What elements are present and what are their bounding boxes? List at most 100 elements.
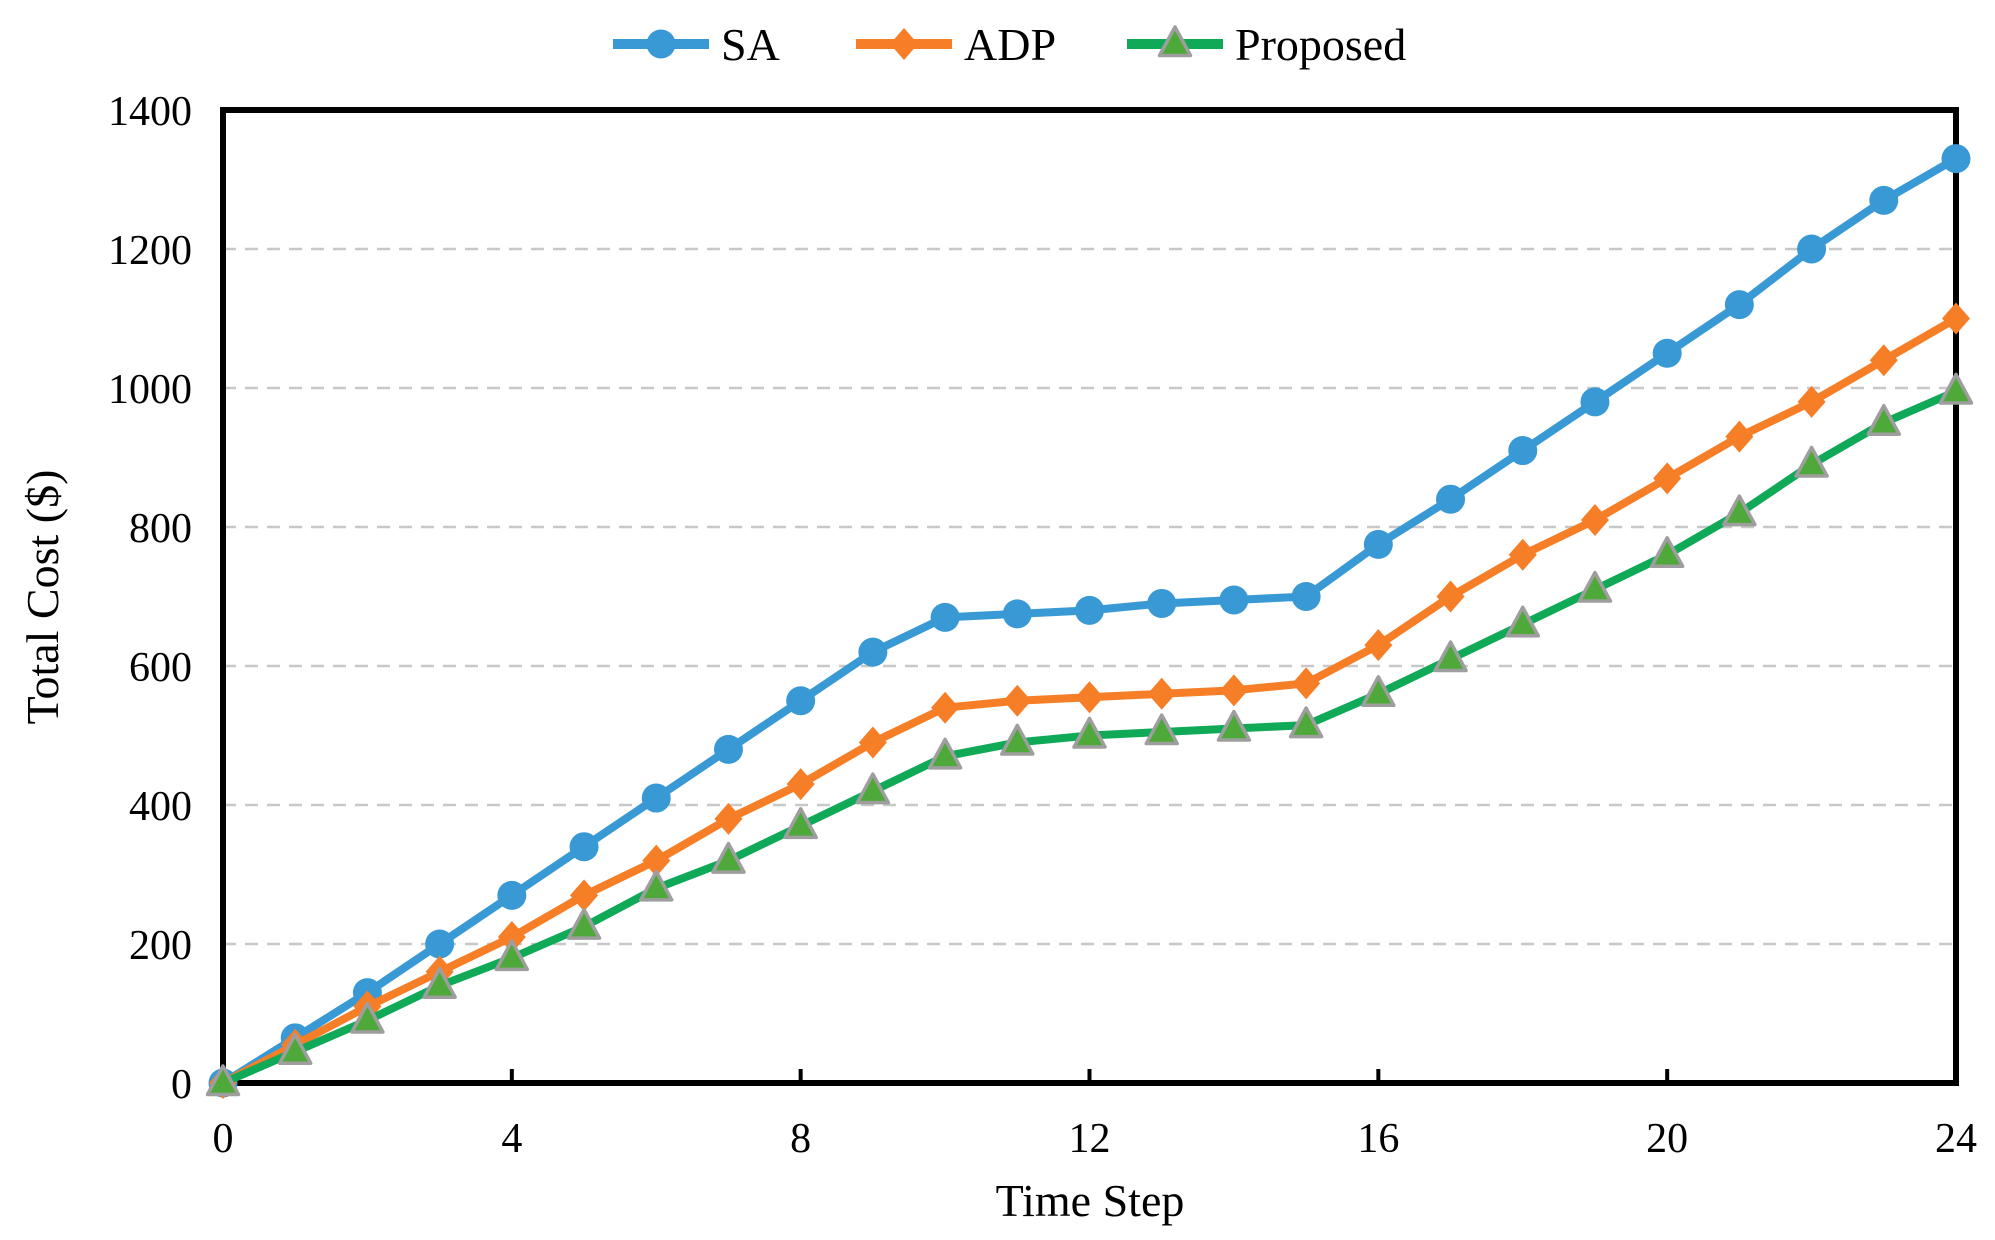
marker-proposed xyxy=(350,1001,385,1034)
y-tick-label: 0 xyxy=(171,1062,192,1108)
y-tick-label: 1000 xyxy=(108,367,192,413)
marker-adp xyxy=(1942,302,1970,335)
marker-sa xyxy=(1147,588,1177,618)
marker-proposed xyxy=(1433,640,1468,673)
marker-sa xyxy=(425,929,455,959)
legend-item-sa: SA xyxy=(613,19,780,70)
marker-sa xyxy=(858,637,888,667)
marker-sa xyxy=(1363,529,1393,559)
marker-proposed xyxy=(639,869,674,902)
marker-adp xyxy=(1364,629,1393,662)
marker-sa xyxy=(1580,387,1610,417)
x-tick-label: 8 xyxy=(790,1116,811,1162)
marker-sa xyxy=(786,686,816,716)
marker-adp xyxy=(1725,420,1754,453)
y-tick-label: 200 xyxy=(129,923,192,969)
data-series xyxy=(205,144,1974,1099)
marker-proposed xyxy=(711,841,746,874)
marker-adp xyxy=(1147,677,1176,710)
marker-sa xyxy=(1508,436,1538,466)
marker-sa xyxy=(1869,185,1899,215)
marker-adp xyxy=(714,802,743,835)
y-tick-label: 1400 xyxy=(108,89,192,135)
axis-ticks: 0 4 8 12 16 20 24 0 200 400 600 800 1000 1200 1400 xyxy=(108,89,1977,1162)
marker-proposed xyxy=(1794,445,1829,478)
legend-label-sa: SA xyxy=(721,19,780,70)
marker-sa xyxy=(1219,585,1249,615)
marker-sa xyxy=(646,29,676,59)
marker-adp xyxy=(642,844,671,877)
marker-adp xyxy=(1219,674,1248,707)
marker-sa xyxy=(1436,484,1466,514)
marker-sa xyxy=(1724,290,1754,320)
marker-adp xyxy=(786,768,815,801)
marker-proposed xyxy=(1649,536,1685,569)
x-tick-label: 4 xyxy=(501,1116,522,1162)
marker-proposed xyxy=(494,939,530,972)
x-tick-label: 24 xyxy=(1935,1116,1977,1162)
marker-proposed xyxy=(1722,494,1757,527)
marker-sa xyxy=(713,734,743,764)
marker-proposed xyxy=(277,1032,313,1065)
legend-label-proposed: Proposed xyxy=(1235,19,1406,70)
marker-sa xyxy=(569,832,599,862)
marker-sa xyxy=(1075,595,1104,625)
x-tick-label: 0 xyxy=(213,1116,234,1162)
marker-proposed xyxy=(1216,709,1252,742)
marker-adp xyxy=(858,726,887,759)
marker-proposed xyxy=(566,907,602,940)
x-tick-label: 12 xyxy=(1069,1116,1111,1162)
marker-sa xyxy=(1941,144,1971,174)
marker-adp xyxy=(1653,462,1682,495)
marker-adp xyxy=(1797,385,1826,418)
marker-adp xyxy=(1436,580,1465,613)
marker-sa xyxy=(930,602,960,632)
x-tick-label: 16 xyxy=(1357,1116,1399,1162)
y-tick-label: 600 xyxy=(129,645,192,691)
marker-adp xyxy=(1580,504,1609,537)
marker-proposed xyxy=(783,807,818,840)
marker-proposed xyxy=(1288,706,1324,739)
marker-proposed xyxy=(1866,404,1902,436)
marker-sa xyxy=(1291,582,1321,611)
marker-proposed xyxy=(1144,713,1179,746)
y-tick-label: 800 xyxy=(129,506,192,552)
marker-adp xyxy=(1075,681,1104,714)
marker-proposed xyxy=(1577,570,1613,603)
marker-sa xyxy=(1797,234,1827,264)
y-axis-title: Total Cost ($) xyxy=(17,470,68,725)
marker-adp xyxy=(1292,667,1321,700)
marker-adp xyxy=(931,691,960,724)
x-axis-title: Time Step xyxy=(996,1175,1185,1226)
marker-adp xyxy=(1869,344,1898,377)
marker-proposed xyxy=(927,737,963,770)
marker-proposed xyxy=(422,966,457,999)
x-tick-label: 20 xyxy=(1646,1116,1688,1162)
marker-adp xyxy=(1003,684,1032,717)
marker-sa xyxy=(497,880,527,910)
marker-adp xyxy=(497,921,526,954)
marker-adp xyxy=(570,879,599,912)
legend-label-adp: ADP xyxy=(964,19,1056,70)
marker-proposed xyxy=(1072,716,1107,749)
marker-adp xyxy=(1508,538,1537,571)
gridlines xyxy=(223,247,1956,946)
marker-proposed xyxy=(1157,25,1193,58)
legend-item-adp: ADP xyxy=(856,19,1056,70)
marker-proposed xyxy=(1361,675,1396,708)
marker-sa xyxy=(641,783,671,813)
y-tick-label: 1200 xyxy=(108,228,192,274)
marker-sa xyxy=(1002,599,1032,629)
marker-proposed xyxy=(855,772,891,805)
marker-adp xyxy=(890,28,918,60)
marker-proposed xyxy=(1000,723,1035,756)
marker-proposed xyxy=(1505,605,1540,638)
marker-proposed xyxy=(205,1064,241,1097)
legend: SA ADP Proposed xyxy=(613,19,1406,70)
y-tick-label: 400 xyxy=(129,784,192,830)
marker-sa xyxy=(1652,338,1682,368)
marker-proposed xyxy=(1938,372,1974,405)
legend-item-proposed: Proposed xyxy=(1127,19,1406,70)
